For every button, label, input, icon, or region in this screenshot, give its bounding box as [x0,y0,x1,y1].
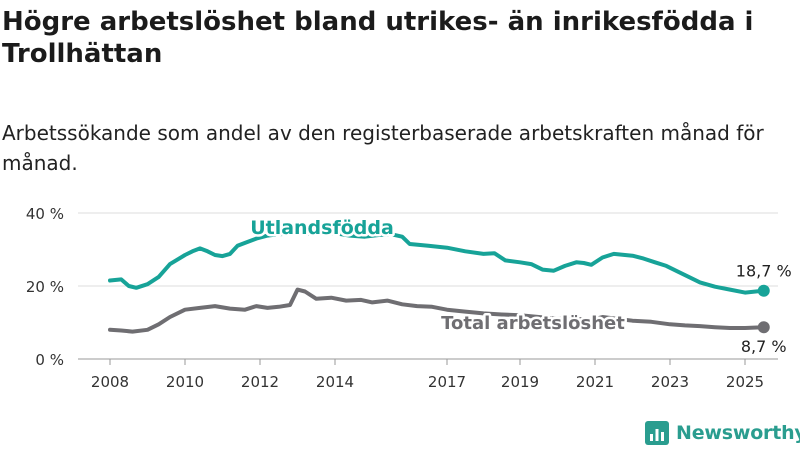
chart-subtitle: Arbetssökande som andel av den registerb… [2,121,764,175]
x-tick-label: 2019 [501,373,539,391]
x-tick-label: 2010 [166,373,204,391]
end-point-total-arbetsloshet [757,321,770,334]
series-name-label-total-arbetsloshet: Total arbetslöshet [441,313,625,334]
bar-chart-logo-icon [645,421,669,445]
y-tick-label: 40 % [26,205,64,223]
x-tick-label: 2021 [576,373,614,391]
y-tick-label: 20 % [26,278,64,296]
end-point-utlandsfodda [757,284,770,297]
series-line-utlandsfodda [108,231,766,295]
series-name-label-utlandsfodda: Utlandsfödda [250,217,394,239]
chart-title: Högre arbetslöshet bland utrikes- än inr… [2,7,754,69]
brand-logo: Newsworthy [645,418,800,448]
x-tick-label: 2025 [726,373,764,391]
x-tick-label: 2023 [651,373,689,391]
end-value-label-utlandsfodda: 18,7 % [736,262,792,281]
x-tick-label: 2014 [316,373,354,391]
x-tick-label: 2017 [428,373,466,391]
brand-name: Newsworthy [676,422,800,444]
series-line-total-arbetsloshet [108,287,766,334]
x-tick-label: 2008 [91,373,129,391]
end-value-label-total-arbetsloshet: 8,7 % [741,337,787,356]
y-tick-label: 0 % [35,351,64,369]
x-tick-label: 2012 [241,373,279,391]
